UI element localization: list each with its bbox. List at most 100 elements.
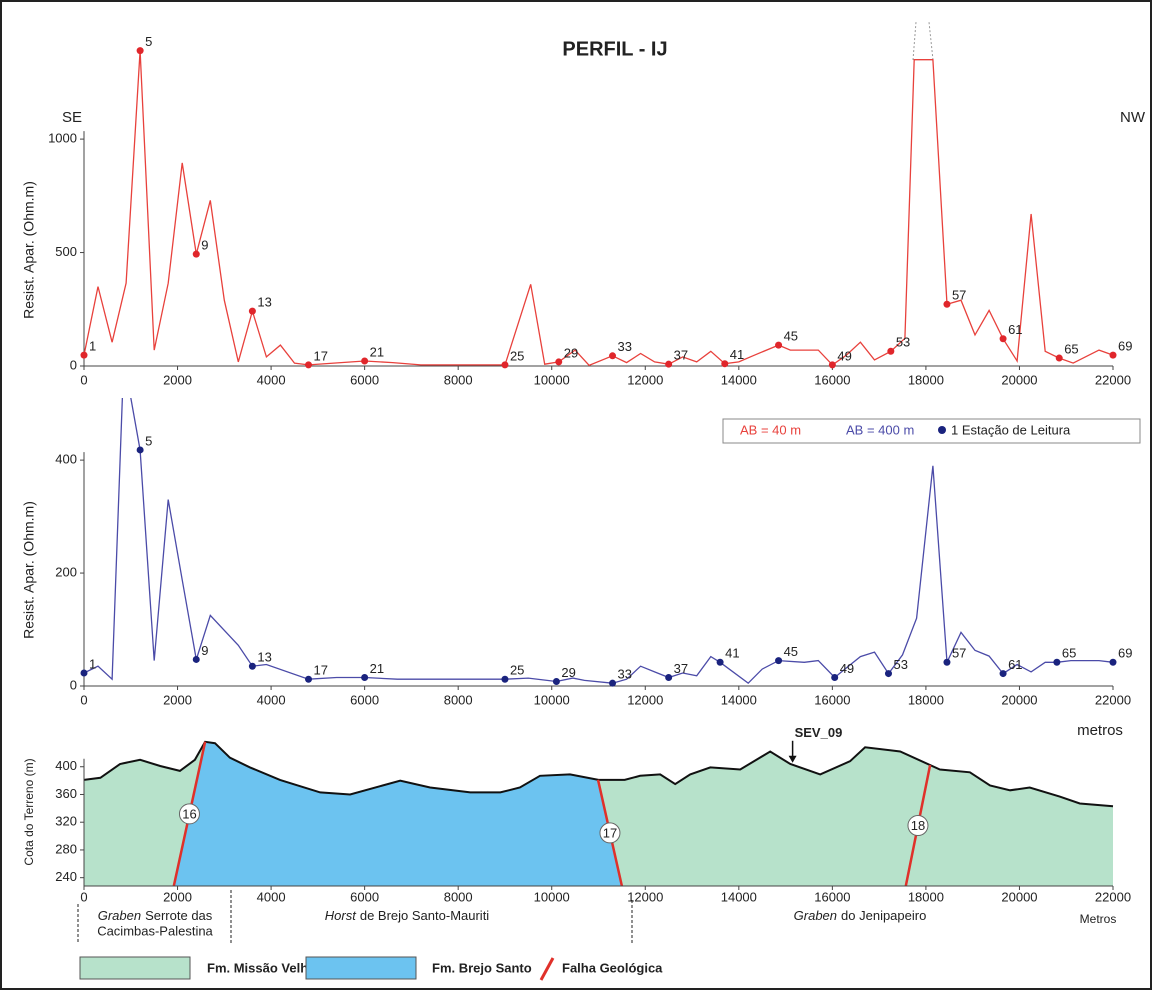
y-axis-label: Cota do Terreno (m)	[22, 758, 36, 865]
terrain-line	[83, 740, 1114, 808]
station-label: 29	[561, 665, 575, 680]
region-text: do Jenipapeiro	[841, 908, 926, 923]
station-marker	[999, 670, 1007, 678]
station-label: 1	[89, 656, 96, 671]
station-label: 65	[1064, 341, 1078, 356]
station-label: 17	[314, 348, 328, 363]
chart-title: PERFIL - IJ	[562, 38, 667, 60]
formation-area	[598, 747, 931, 886]
station-marker	[552, 677, 560, 685]
station-marker	[136, 47, 144, 55]
station-label: 17	[314, 663, 328, 678]
x-tick-label: 20000	[1001, 372, 1037, 387]
data-line	[83, 50, 1114, 367]
x-tick-label: 18000	[908, 692, 944, 707]
station-marker	[305, 361, 313, 369]
legend-box	[722, 418, 1141, 444]
station-label: 21	[370, 344, 384, 359]
y-tick-label: 1000	[48, 131, 77, 146]
station-marker	[501, 675, 509, 683]
station-label: 45	[784, 644, 798, 659]
legend-swatch	[539, 957, 555, 981]
region-label: Cacimbas-Palestina	[97, 923, 213, 938]
x-tick-label: 4000	[257, 889, 286, 904]
legend-swatch	[305, 956, 417, 980]
station-label: 5	[145, 433, 152, 448]
x-tick-label: 16000	[814, 372, 850, 387]
fault-badge	[907, 815, 929, 837]
station-label: 9	[201, 238, 208, 253]
x-tick-label: 0	[80, 692, 87, 707]
station-marker	[192, 250, 200, 258]
station-label: 53	[896, 335, 910, 350]
direction-label: SE	[62, 109, 82, 126]
y-axis-label: Resist. Apar. (Ohm.m)	[21, 501, 37, 639]
x-tick-label: 12000	[627, 889, 663, 904]
x-tick-label: 2000	[163, 692, 192, 707]
formation-area	[173, 741, 622, 886]
station-label: 69	[1118, 339, 1132, 354]
data-line	[83, 398, 1114, 685]
station-label: 21	[370, 661, 384, 676]
station-marker	[305, 675, 313, 683]
region-emph: Graben	[98, 908, 141, 923]
legend-entry: Fm. Brejo Santo	[432, 960, 532, 975]
station-marker	[887, 347, 895, 355]
station-label: 13	[257, 295, 271, 310]
station-label: 61	[1008, 657, 1022, 672]
x-tick-label: 0	[80, 889, 87, 904]
region-emph: Horst	[325, 908, 357, 923]
station-marker	[721, 360, 729, 368]
station-marker	[192, 655, 200, 663]
station-marker	[884, 670, 892, 678]
station-label: 33	[618, 667, 632, 682]
station-label: 61	[1008, 322, 1022, 337]
y-axis-label: Resist. Apar. (Ohm.m)	[21, 181, 37, 319]
station-marker	[775, 341, 783, 349]
x-tick-label: 0	[80, 372, 87, 387]
fault-badge	[599, 822, 621, 844]
station-label: 45	[784, 329, 798, 344]
x-tick-label: 22000	[1095, 889, 1131, 904]
x-tick-label: 20000	[1001, 692, 1037, 707]
x-tick-label: 16000	[814, 692, 850, 707]
x-tick-label: 2000	[163, 372, 192, 387]
station-marker	[136, 446, 144, 454]
station-marker	[555, 358, 563, 366]
y-tick-label: 500	[55, 244, 77, 259]
station-marker	[831, 674, 839, 682]
fault-label: 16	[182, 806, 196, 821]
y-tick-label: 0	[70, 677, 77, 692]
x-axis-label: Metros	[1080, 912, 1117, 926]
station-label: 53	[893, 657, 907, 672]
y-tick-label: 320	[55, 814, 77, 829]
station-label: 41	[730, 347, 744, 362]
station-label: 57	[952, 646, 966, 661]
x-tick-label: 20000	[1001, 889, 1037, 904]
station-label: 49	[840, 661, 854, 676]
station-label: 49	[837, 348, 851, 363]
fault-badge	[178, 803, 200, 825]
x-tick-label: 14000	[721, 372, 757, 387]
region-emph: Graben	[794, 908, 837, 923]
formation-area	[905, 765, 1113, 886]
fault-label: 17	[603, 825, 617, 840]
station-marker	[609, 679, 617, 687]
station-label: 13	[257, 650, 271, 665]
y-tick-label: 400	[55, 758, 77, 773]
station-label: 33	[618, 339, 632, 354]
annotation: SEV_09	[795, 725, 843, 740]
x-tick-label: 6000	[350, 692, 379, 707]
station-marker	[501, 361, 509, 369]
region-text: de Brejo Santo-Mauriti	[360, 908, 489, 923]
station-marker	[999, 335, 1007, 343]
region-label: Horst de Brejo Santo-Mauriti	[325, 908, 490, 923]
x-tick-label: 8000	[444, 889, 473, 904]
x-tick-label: 4000	[257, 372, 286, 387]
x-tick-label: 6000	[350, 372, 379, 387]
x-tick-label: 10000	[534, 372, 570, 387]
x-axis-label: metros	[1077, 722, 1123, 739]
x-tick-label: 18000	[908, 889, 944, 904]
station-marker	[943, 658, 951, 666]
station-label: 37	[674, 348, 688, 363]
